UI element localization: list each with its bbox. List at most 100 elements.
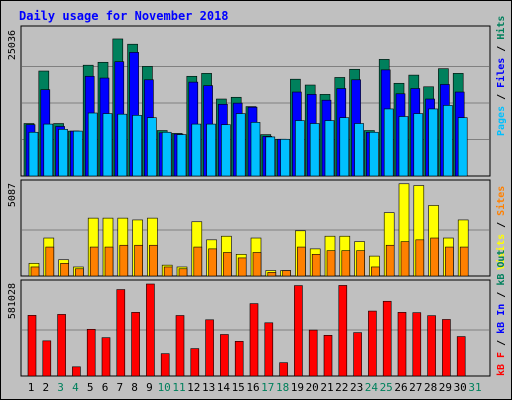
bar-top-pages-day-13 bbox=[206, 123, 216, 177]
bar-middle-sites-day-21 bbox=[326, 250, 336, 277]
bar-top-pages-day-3 bbox=[58, 129, 68, 177]
panel-middle-ymax-label: 5087 bbox=[7, 183, 18, 207]
bar-top-pages-day-11 bbox=[176, 134, 187, 177]
bar-bottom-kb-f-day-1 bbox=[27, 315, 37, 377]
bar-top-pages-day-7 bbox=[117, 113, 128, 177]
bar-bottom-kb-f-day-21 bbox=[323, 335, 333, 377]
bar-bottom-kb-f-day-4 bbox=[72, 366, 81, 377]
bar-middle-sites-day-30 bbox=[459, 246, 469, 277]
bar-top-pages-day-19 bbox=[295, 120, 305, 177]
bar-middle-sites-day-13 bbox=[208, 248, 217, 277]
x-tick-label-day-15: 15 bbox=[232, 381, 245, 394]
bar-bottom-kb-f-day-9 bbox=[146, 283, 155, 377]
bar-middle-sites-day-27 bbox=[415, 239, 425, 277]
x-tick-label-day-11: 11 bbox=[172, 381, 185, 394]
bar-top-pages-day-2 bbox=[43, 123, 54, 177]
bar-bottom-kb-f-day-27 bbox=[412, 312, 422, 377]
bar-bottom-kb-f-day-17 bbox=[264, 322, 274, 377]
bar-top-pages-day-5 bbox=[87, 112, 98, 177]
legend-top-part-0: Pages bbox=[496, 106, 507, 136]
bar-top-pages-day-26 bbox=[398, 116, 409, 177]
legend-bottom-part-3: / bbox=[496, 286, 507, 304]
x-tick-label-day-20: 20 bbox=[306, 381, 319, 394]
bar-bottom-kb-f-day-16 bbox=[249, 303, 259, 377]
x-tick-label-day-12: 12 bbox=[187, 381, 200, 394]
bar-bottom-kb-f-day-2 bbox=[42, 340, 52, 377]
bar-bottom-kb-f-day-22 bbox=[338, 285, 348, 377]
bar-top-pages-day-1 bbox=[28, 131, 39, 177]
bar-bottom-kb-f-day-3 bbox=[57, 314, 66, 377]
bar-top-pages-day-25 bbox=[383, 108, 394, 177]
legend-bottom-part-2: kB In bbox=[496, 304, 507, 334]
bar-middle-sites-day-18 bbox=[282, 270, 291, 277]
bar-bottom-kb-f-day-28 bbox=[427, 315, 436, 377]
bar-middle-sites-day-2 bbox=[45, 246, 55, 277]
bar-middle-sites-day-26 bbox=[400, 241, 410, 277]
x-tick-label-day-17: 17 bbox=[261, 381, 274, 394]
x-tick-label-day-9: 9 bbox=[146, 381, 153, 394]
panel-middle-legend: Visits / Sites bbox=[495, 186, 507, 270]
bar-bottom-kb-f-day-15 bbox=[234, 341, 244, 377]
bar-middle-sites-day-22 bbox=[341, 250, 351, 277]
chart-marks bbox=[22, 38, 489, 377]
bar-top-pages-day-15 bbox=[235, 113, 246, 177]
bar-middle-sites-day-6 bbox=[104, 246, 114, 277]
bar-middle-sites-day-14 bbox=[223, 252, 232, 277]
bar-middle-sites-day-15 bbox=[237, 257, 247, 277]
legend-top-part-2: Files bbox=[495, 58, 507, 88]
x-tick-label-day-14: 14 bbox=[217, 381, 231, 394]
bar-bottom-kb-f-day-26 bbox=[397, 312, 407, 377]
bar-middle-sites-day-4 bbox=[75, 268, 84, 277]
legend-middle-part-2: Sites bbox=[495, 186, 507, 216]
bar-top-pages-day-22 bbox=[339, 117, 350, 177]
bar-bottom-kb-f-day-13 bbox=[205, 319, 214, 377]
bar-top-pages-day-8 bbox=[132, 115, 142, 177]
x-tick-label-day-25: 25 bbox=[380, 381, 393, 394]
bar-bottom-kb-f-day-23 bbox=[353, 332, 362, 377]
bar-bottom-kb-f-day-24 bbox=[368, 310, 377, 377]
x-tick-label-day-23: 23 bbox=[350, 381, 363, 394]
bar-middle-sites-day-24 bbox=[371, 266, 380, 277]
x-tick-label-day-18: 18 bbox=[276, 381, 289, 394]
x-tick-label-day-30: 30 bbox=[454, 381, 467, 394]
bar-bottom-kb-f-day-30 bbox=[456, 336, 466, 377]
bar-bottom-kb-f-day-18 bbox=[279, 362, 288, 377]
bar-top-pages-day-29 bbox=[443, 105, 453, 177]
chart-title: Daily usage for November 2018 bbox=[19, 9, 229, 23]
bar-middle-sites-day-23 bbox=[356, 250, 365, 277]
bar-bottom-kb-f-day-7 bbox=[116, 289, 126, 377]
legend-top-part-1: / bbox=[496, 88, 507, 106]
bar-bottom-kb-f-day-6 bbox=[101, 337, 111, 377]
legend-middle-part-0: Visits bbox=[495, 234, 507, 270]
bar-middle-sites-day-8 bbox=[134, 244, 143, 277]
bar-middle-sites-day-1 bbox=[30, 266, 40, 277]
bar-middle-sites-day-19 bbox=[297, 246, 306, 277]
panel-bottom-legend: kB F / kB In / kB Out bbox=[496, 250, 507, 376]
legend-top-part-3: / bbox=[496, 40, 507, 58]
bar-middle-sites-day-5 bbox=[89, 246, 99, 277]
bar-middle-sites-day-11 bbox=[178, 268, 188, 277]
bar-bottom-kb-f-day-10 bbox=[160, 353, 170, 377]
x-tick-label-day-8: 8 bbox=[131, 381, 138, 394]
bar-top-pages-day-20 bbox=[309, 123, 320, 177]
legend-top-part-4: Hits bbox=[495, 16, 507, 40]
x-tick-label-day-6: 6 bbox=[102, 381, 109, 394]
bar-top-pages-day-28 bbox=[428, 108, 438, 177]
bar-middle-sites-day-16 bbox=[252, 252, 262, 277]
x-tick-label-day-2: 2 bbox=[42, 381, 49, 394]
bar-middle-sites-day-29 bbox=[445, 246, 454, 277]
bar-bottom-kb-f-day-19 bbox=[294, 285, 303, 377]
legend-middle-part-1: / bbox=[496, 216, 507, 234]
bar-middle-sites-day-3 bbox=[60, 263, 69, 277]
panel-bottom-ymax-label: 581028 bbox=[7, 283, 18, 319]
x-tick-label-day-29: 29 bbox=[439, 381, 452, 394]
bar-bottom-kb-f-day-25 bbox=[382, 300, 392, 377]
bar-middle-sites-day-28 bbox=[430, 237, 439, 277]
bar-middle-sites-day-20 bbox=[311, 253, 321, 277]
panel-top-legend: Pages / Files / Hits bbox=[495, 16, 507, 136]
x-tick-label-day-5: 5 bbox=[87, 381, 94, 394]
panel-top-ymax-label: 25036 bbox=[7, 30, 18, 60]
bar-bottom-kb-f-day-5 bbox=[86, 328, 96, 377]
bar-top-pages-day-27 bbox=[413, 113, 424, 177]
